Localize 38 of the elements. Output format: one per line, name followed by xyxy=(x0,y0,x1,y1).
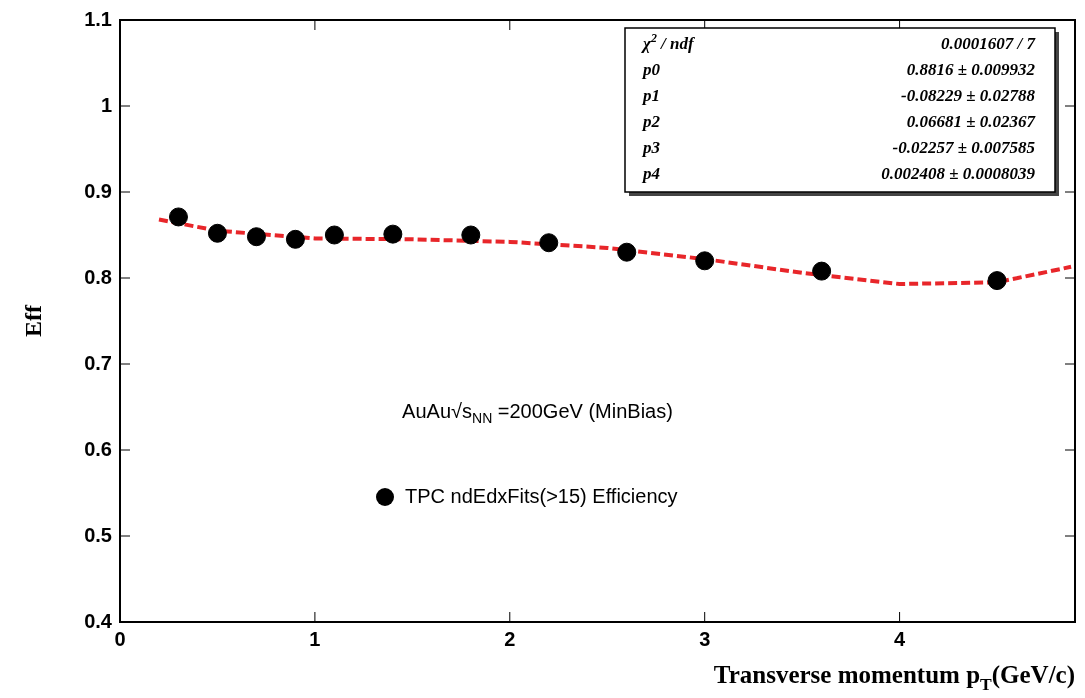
point xyxy=(461,225,481,245)
annotation: p3 xyxy=(641,138,661,158)
point xyxy=(539,233,559,253)
annotation: -0.08229 ± 0.02788 xyxy=(901,86,1036,106)
x-tick-label: 2 xyxy=(504,627,516,650)
point xyxy=(383,224,403,244)
x-tick-label: 1 xyxy=(309,627,321,650)
point xyxy=(324,225,344,245)
point xyxy=(207,223,227,243)
annotation: 0.06681 ± 0.02367 xyxy=(906,112,1037,132)
point xyxy=(246,227,266,247)
y-axis-title: Eff xyxy=(20,304,47,337)
point xyxy=(285,229,305,249)
point xyxy=(695,251,715,271)
legend-label: TPC ndEdxFits(>15) Efficiency xyxy=(405,484,678,507)
point xyxy=(168,207,188,227)
y-tick-label: 0.6 xyxy=(84,437,112,460)
y-tick-label: 0.9 xyxy=(84,179,112,202)
point xyxy=(812,261,832,281)
y-tick-label: 0.4 xyxy=(84,609,113,632)
y-tick-label: 0.5 xyxy=(84,523,112,546)
point xyxy=(617,242,637,262)
y-tick-label: 0.8 xyxy=(84,265,112,288)
y-tick-label: 1 xyxy=(100,93,112,116)
x-tick-label: 0 xyxy=(114,627,126,650)
annotation: 0.8816 ± 0.009932 xyxy=(906,60,1036,80)
annotation: 0.0001607 / 7 xyxy=(941,34,1037,54)
annotation: p4 xyxy=(641,164,660,184)
x-tick-label: 4 xyxy=(894,627,907,650)
annotation: p2 xyxy=(641,112,661,132)
y-tick-label: 1.1 xyxy=(84,7,112,30)
annotation: p0 xyxy=(641,60,661,80)
annotation: 0.002408 ± 0.0008039 xyxy=(881,164,1036,184)
x-tick-label: 3 xyxy=(699,627,711,650)
y-tick-label: 0.7 xyxy=(84,351,112,374)
annotation: p1 xyxy=(641,86,660,106)
point xyxy=(987,271,1007,291)
annotation: -0.02257 ± 0.007585 xyxy=(892,138,1036,158)
